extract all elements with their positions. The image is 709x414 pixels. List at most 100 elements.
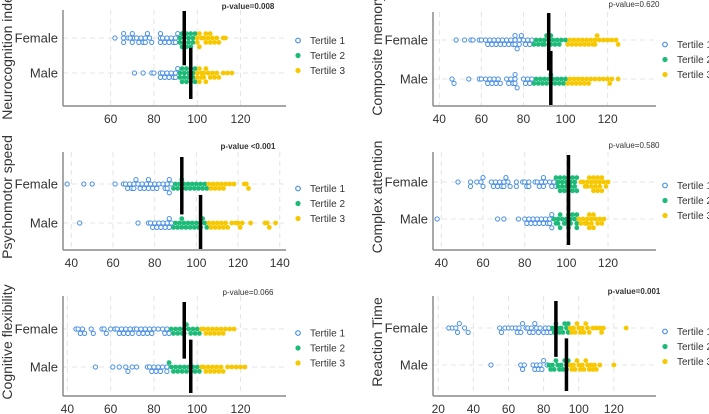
- data-point-tertile-1: [514, 85, 520, 91]
- data-point-tertile-1: [166, 39, 172, 46]
- data-point-tertile-2: [563, 37, 568, 43]
- data-point-tertile-1: [512, 37, 518, 43]
- data-point-tertile-1: [151, 326, 157, 332]
- x-tick-label: 60: [476, 256, 490, 270]
- x-tick-label: 140: [270, 256, 290, 270]
- data-point-tertile-3: [592, 362, 597, 368]
- data-point-tertile-3: [565, 42, 571, 47]
- data-point-tertile-2: [552, 81, 558, 86]
- data-point-tertile-3: [214, 364, 220, 370]
- data-point-tertile-2: [173, 326, 178, 332]
- data-point-tertile-2: [539, 81, 545, 86]
- category-label: Female: [15, 31, 58, 46]
- data-point-tertile-2: [171, 225, 176, 230]
- data-point-tertile-3: [223, 181, 228, 187]
- legend-marker: [662, 343, 668, 350]
- data-point-tertile-1: [451, 80, 457, 87]
- data-point-tertile-3: [222, 35, 228, 41]
- data-point-tertile-1: [139, 181, 145, 187]
- data-point-tertile-3: [227, 326, 233, 332]
- data-point-tertile-2: [173, 181, 178, 187]
- data-point-tertile-3: [264, 220, 270, 226]
- data-point-tertile-1: [159, 70, 166, 76]
- data-point-tertile-1: [122, 181, 129, 187]
- data-point-tertile-2: [191, 186, 197, 191]
- data-point-tertile-2: [173, 364, 178, 370]
- data-point-tertile-1: [542, 216, 549, 222]
- data-point-tertile-1: [497, 325, 503, 331]
- data-point-tertile-1: [172, 74, 179, 81]
- data-point-tertile-3: [595, 188, 601, 194]
- data-point-tertile-1: [515, 216, 522, 222]
- data-point-tertile-3: [599, 221, 605, 226]
- data-point-tertile-3: [201, 70, 207, 76]
- data-point-tertile-2: [181, 75, 187, 80]
- data-point-tertile-3: [607, 81, 613, 86]
- data-point-tertile-1: [154, 185, 160, 191]
- data-point-tertile-3: [576, 325, 582, 331]
- data-point-tertile-3: [201, 326, 207, 332]
- data-point-tertile-3: [574, 358, 580, 363]
- data-point-tertile-2: [555, 179, 561, 185]
- data-point-tertile-2: [565, 330, 571, 335]
- data-point-tertile-1: [547, 179, 553, 185]
- data-point-tertile-2: [177, 75, 183, 80]
- data-point-tertile-2: [184, 79, 189, 85]
- data-point-tertile-1: [534, 216, 540, 222]
- data-point-tertile-1: [131, 185, 137, 191]
- data-point-tertile-3: [584, 76, 589, 82]
- y-axis-title: Composite memory: [369, 0, 385, 116]
- data-point-tertile-3: [225, 70, 230, 76]
- data-point-tertile-1: [155, 326, 161, 332]
- data-point-tertile-1: [164, 368, 170, 374]
- data-point-tertile-3: [588, 216, 594, 222]
- data-point-tertile-3: [585, 362, 590, 368]
- data-point-tertile-3: [597, 179, 603, 185]
- data-point-tertile-1: [168, 35, 174, 41]
- data-point-tertile-1: [143, 181, 149, 187]
- data-point-tertile-2: [188, 331, 194, 336]
- data-point-tertile-1: [474, 179, 480, 185]
- data-point-tertile-2: [191, 225, 197, 230]
- data-point-tertile-3: [578, 367, 583, 372]
- p-value-label: p-value <0.001: [221, 142, 276, 151]
- category-label: Female: [385, 321, 428, 336]
- data-point-tertile-1: [129, 330, 135, 336]
- data-point-tertile-3: [569, 330, 575, 335]
- data-point-tertile-1: [488, 179, 494, 185]
- data-point-tertile-2: [194, 364, 200, 370]
- data-point-tertile-1: [89, 181, 95, 187]
- legend-marker: [295, 345, 301, 351]
- data-point-tertile-3: [209, 364, 215, 370]
- data-point-tertile-3: [581, 367, 587, 372]
- data-point-tertile-1: [551, 179, 557, 185]
- data-point-tertile-2: [187, 186, 193, 191]
- data-point-tertile-1: [110, 364, 116, 370]
- data-point-tertile-2: [175, 369, 181, 374]
- data-point-tertile-3: [596, 76, 602, 82]
- data-point-tertile-1: [164, 185, 170, 191]
- p-value-label: p-value=0.580: [609, 141, 660, 150]
- data-point-tertile-3: [571, 37, 577, 43]
- x-tick-label: 40: [435, 256, 449, 270]
- data-point-tertile-1: [516, 41, 522, 48]
- data-point-tertile-1: [145, 177, 152, 183]
- data-point-tertile-1: [508, 76, 514, 82]
- legend-label: Tertile 1: [310, 329, 345, 340]
- data-point-tertile-1: [501, 179, 507, 185]
- data-point-tertile-1: [508, 37, 514, 43]
- data-point-tertile-1: [532, 321, 538, 327]
- data-point-tertile-3: [573, 81, 579, 86]
- data-point-tertile-2: [572, 179, 578, 185]
- data-point-tertile-1: [141, 185, 147, 191]
- data-point-tertile-1: [108, 326, 114, 332]
- data-point-tertile-1: [492, 179, 499, 185]
- data-point-tertile-3: [611, 362, 617, 368]
- data-point-tertile-3: [605, 76, 611, 82]
- legend-label: Tertile 3: [677, 357, 709, 368]
- data-point-tertile-3: [206, 220, 212, 226]
- data-point-tertile-3: [212, 369, 217, 374]
- x-tick-label: 40: [467, 402, 481, 414]
- data-point-tertile-1: [536, 220, 542, 226]
- legend-marker: [295, 360, 301, 366]
